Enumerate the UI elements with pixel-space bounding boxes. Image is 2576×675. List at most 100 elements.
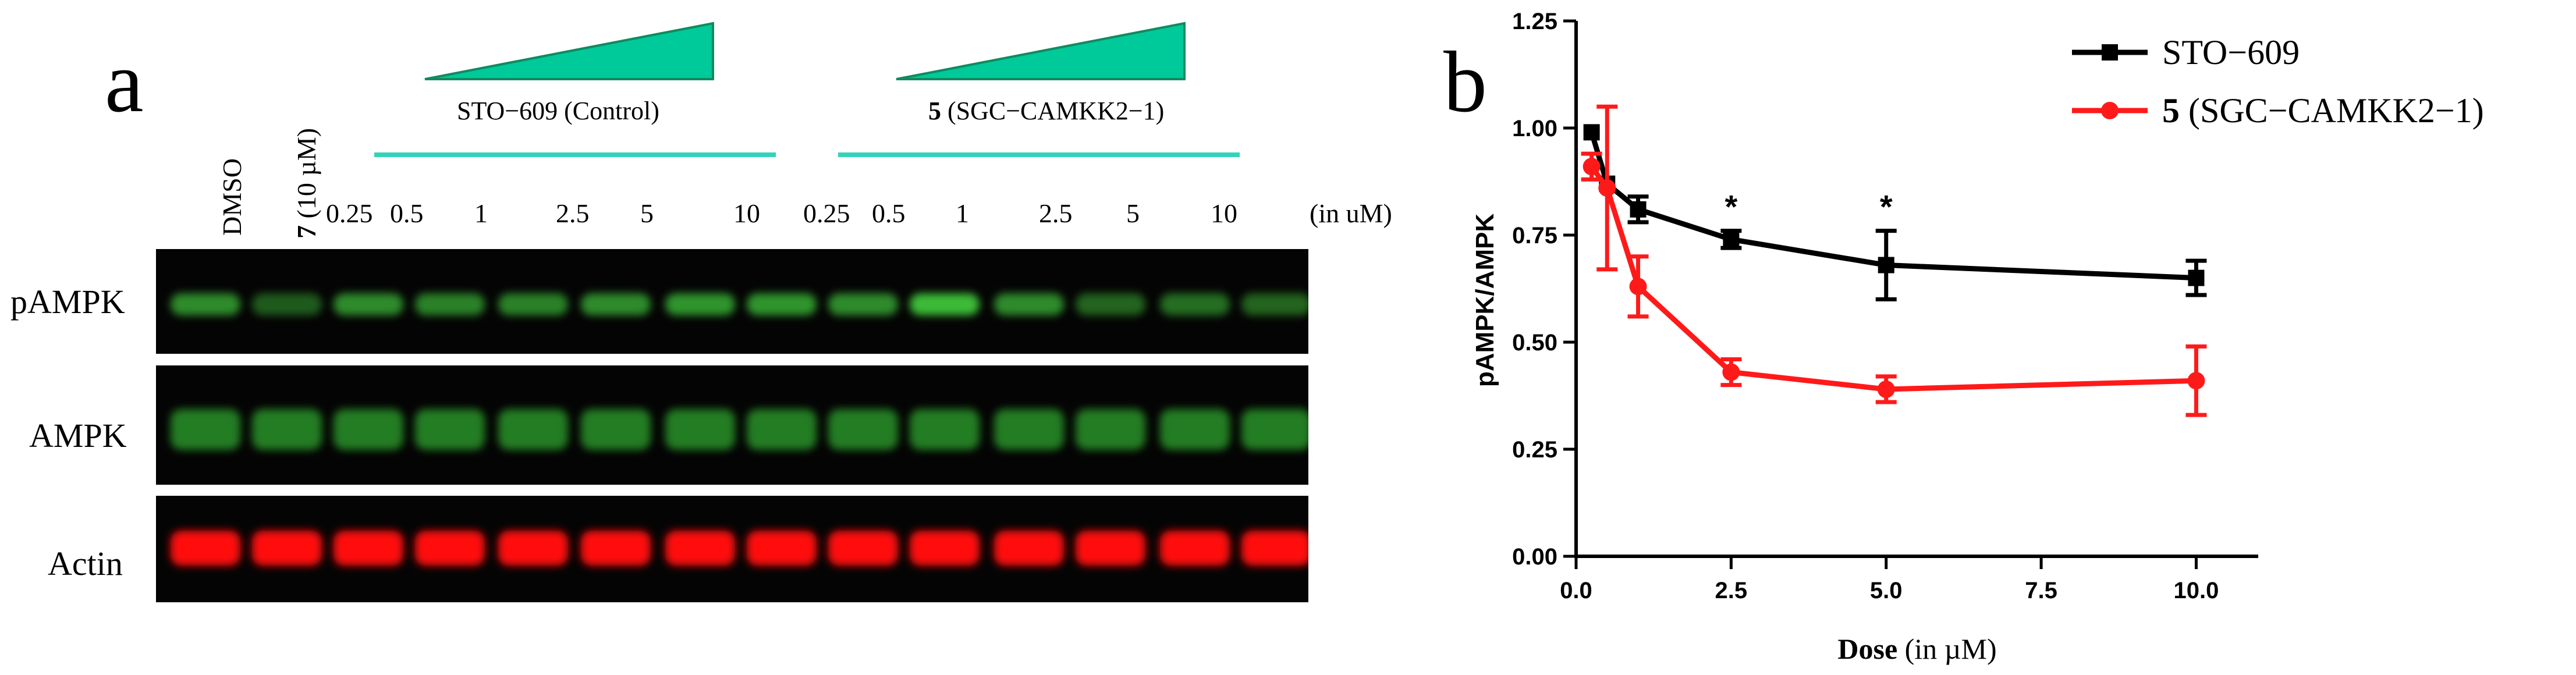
legend-entry: STO−609 [2072,33,2300,72]
ampk-band [1160,409,1230,450]
panel-a-letter: a [105,34,144,130]
ampk-band [665,409,735,450]
ampk-band [747,409,817,450]
actin-band [1076,531,1145,566]
sto609-wedge-icon [424,22,714,80]
compound7-bold: 7 [292,225,321,239]
dose-label: 10 [1211,198,1237,228]
legend-entry: 5 (SGC−CAMKK2−1) [2072,91,2484,130]
dose-label: 0.25 [803,198,850,228]
actin-band [994,531,1064,566]
blot-actin [156,496,1311,602]
pampk-band [1076,293,1145,315]
pampk-band [1241,293,1311,315]
pampk-band [910,293,980,315]
x-tick-label: 7.5 [2025,578,2057,603]
dose-label: 2.5 [556,198,590,228]
significance-asterisk: * [1880,189,1893,225]
actin-band [1241,531,1311,566]
dose-label: 0.5 [872,198,906,228]
x-tick-label: 5.0 [1870,578,1903,603]
group1-rest: (SGC−CAMKK2−1) [941,97,1165,125]
series-line [1589,132,2197,281]
blot-ampk [156,365,1311,485]
panel-b-letter: b [1443,34,1487,130]
x-axis-label-rest: (in µM) [1897,633,1996,665]
row-label-actin: Actin [48,545,123,582]
dose-label: 0.25 [326,198,373,228]
ampk-band [498,409,568,450]
ampk-band [1076,409,1145,450]
dose-label: 2.5 [1039,198,1073,228]
y-tick-label: 0.75 [1512,223,1557,248]
actin-band [828,531,898,566]
ampk-band [415,409,485,450]
actin-band [910,531,980,566]
series-line [1589,165,2197,392]
data-point [1722,363,1740,381]
pampk-band [333,293,403,315]
compound5-bracket-line [838,152,1240,157]
pampk-band [252,293,322,315]
pampk-band [665,293,735,315]
data-point [2188,269,2205,286]
y-axis-label: pAMPK/AMPK [1471,214,1499,387]
dose-unit-label: (in uM) [1310,198,1392,228]
actin-band [252,531,322,566]
ampk-band [333,409,403,450]
dose-label: 5 [1126,198,1140,228]
data-point [1630,201,1647,218]
data-point [1582,158,1601,176]
actin-band [171,531,240,566]
row-label-pampk: pAMPK [10,283,125,321]
sto609-bracket-line [374,152,776,157]
compound7-rest: (10 µM) [292,127,321,225]
x-tick-label: 0.0 [1560,578,1592,603]
x-tick-label: 2.5 [1715,578,1748,603]
group1-bold: 5 [928,97,941,125]
x-tick-label: 10.0 [2174,578,2219,603]
actin-band [333,531,403,566]
compound7-label: 7 (10 µM) [291,128,322,239]
y-tick-label: 0.50 [1512,330,1557,356]
data-point [1878,257,1894,273]
actin-band [747,531,817,566]
group-label-compound5: 5 (SGC−CAMKK2−1) [928,96,1164,126]
dose-label: 1 [956,198,969,228]
pampk-band [498,293,568,315]
pampk-band [171,293,240,315]
ampk-band [252,409,322,450]
x-axis-label: Dose (in µM) [1837,633,1996,665]
pampk-band [994,293,1064,315]
compound5-wedge-icon [896,22,1186,80]
legend-label: 5 (SGC−CAMKK2−1) [2162,91,2484,130]
significance-asterisk: * [1725,189,1737,225]
dose-label: 10 [733,198,760,228]
ampk-band [581,409,651,450]
ampk-band [171,409,240,450]
data-point [1877,380,1895,398]
dose-label: 1 [474,198,488,228]
y-tick-label: 1.25 [1512,9,1557,34]
actin-band [581,531,651,566]
data-point [1629,278,1647,296]
data-point [1723,231,1740,248]
data-point [2187,372,2205,390]
blot-pampk [156,249,1311,354]
y-tick-label: 0.25 [1512,437,1557,463]
x-axis-label-bold: Dose [1837,633,1897,665]
pampk-band [581,293,651,315]
ampk-band [828,409,898,450]
dmso-label: DMSO [217,158,247,236]
pampk-band [828,293,898,315]
data-point [1583,124,1600,141]
actin-band [1160,531,1230,566]
data-point [1598,179,1616,197]
pampk-band [415,293,485,315]
pampk-band [747,293,817,315]
legend-label: STO−609 [2162,33,2300,72]
ampk-band [1241,409,1311,450]
actin-band [665,531,735,566]
y-tick-label: 0.00 [1512,544,1557,570]
